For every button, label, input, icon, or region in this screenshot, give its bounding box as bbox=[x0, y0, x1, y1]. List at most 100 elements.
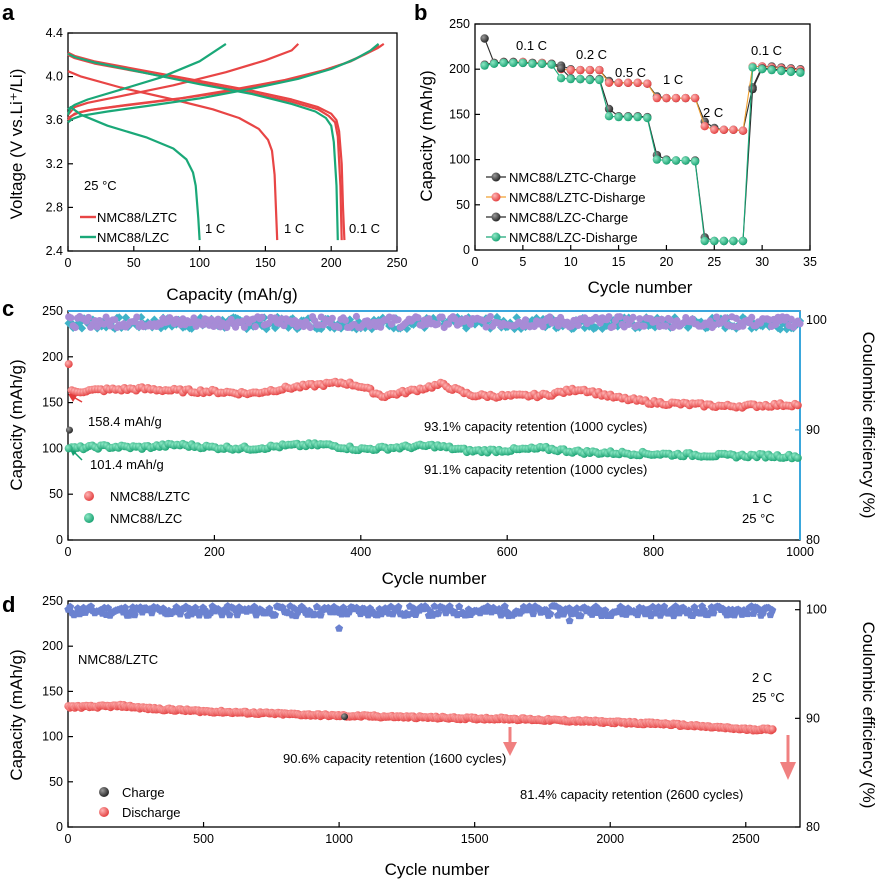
panel-d-capacity-point bbox=[768, 725, 777, 734]
panel-c-ce-lztc-point bbox=[546, 313, 554, 321]
panel-b-point bbox=[633, 112, 642, 122]
panel-b-point bbox=[738, 126, 748, 135]
panel-c-xtick-label: 0 bbox=[65, 545, 72, 559]
panel-b-point bbox=[614, 78, 623, 88]
panel-c-ce-lztc-point bbox=[67, 314, 75, 322]
panel-c-ce-lztc-point bbox=[605, 313, 613, 321]
panel-b-point bbox=[480, 34, 489, 43]
panel-b-point bbox=[595, 65, 604, 75]
panel-d-ytick-label: 150 bbox=[42, 684, 63, 698]
panel-c-ce-lztc-point bbox=[133, 313, 141, 321]
panel-d-ce-point bbox=[743, 609, 752, 618]
panel-c-ce-lztc-point bbox=[629, 313, 637, 321]
panel-b-point bbox=[786, 67, 796, 77]
panel-c-capacity-point-lzc bbox=[793, 453, 802, 462]
panel-a-xtick-label: 200 bbox=[321, 256, 342, 270]
panel-b-xtick-label: 30 bbox=[755, 255, 769, 269]
panel-d-ytick-label: 100 bbox=[42, 730, 63, 744]
panel-c-ce-lztc-point bbox=[335, 323, 343, 331]
panel-d-plot: 0 500 1000 1500 2000 2500 0 50 100 150 200 250 80 90 1… bbox=[42, 594, 827, 846]
panel-b-frame bbox=[474, 23, 811, 251]
panel-d-ce-point bbox=[656, 611, 665, 619]
panel-c-ce-lztc-point bbox=[482, 323, 490, 331]
panel-b-xtick-label: 15 bbox=[612, 255, 626, 269]
panel-d-xtick-label: 500 bbox=[193, 832, 214, 846]
panel-b-point bbox=[662, 156, 671, 165]
panel-c-xtick-label: 600 bbox=[497, 545, 518, 559]
panel-b-point bbox=[499, 58, 508, 68]
panel-c-ce-lztc-point bbox=[521, 316, 530, 324]
legend-b-2-marker bbox=[491, 212, 501, 222]
panel-b-ytick-label: 100 bbox=[449, 153, 470, 167]
panel-a-ylabel: Voltage (V vs.Li⁺/Li) bbox=[7, 69, 26, 220]
panel-b-point bbox=[566, 74, 575, 84]
panel-d-ce-point bbox=[271, 610, 280, 619]
panel-b-point bbox=[681, 156, 690, 165]
temperature-condition-d: 25 °C bbox=[752, 690, 785, 705]
panel-d-ytick-label: 250 bbox=[42, 594, 63, 608]
panel-b-point bbox=[604, 112, 614, 121]
panel-b-line-3 bbox=[484, 62, 801, 242]
panel-a-ytick-label: 2.4 bbox=[46, 244, 63, 258]
panel-c-ytick-label: 0 bbox=[56, 533, 63, 547]
panel-b-point bbox=[528, 59, 537, 68]
panel-d-ce-point bbox=[455, 602, 464, 610]
panel-c-ce-lztc-point bbox=[609, 322, 617, 331]
panel-a-curve-8 bbox=[67, 42, 227, 111]
panel-c-ce-lztc-point bbox=[111, 316, 119, 324]
panel-b-point bbox=[604, 78, 614, 88]
initial-capacity-lzc: 101.4 mAh/g bbox=[90, 457, 164, 472]
panel-c-ce-lztc-point bbox=[328, 314, 336, 322]
panel-b-point bbox=[777, 66, 786, 76]
panel-b-point bbox=[729, 125, 738, 134]
panel-c-ce-lztc-point bbox=[796, 320, 804, 328]
panel-c-y2tick-label: 100 bbox=[806, 313, 827, 327]
panel-a-xtick-label: 100 bbox=[189, 256, 210, 270]
arrowhead-1600 bbox=[503, 742, 517, 756]
panel-c-ce-lztc-point bbox=[438, 313, 446, 321]
panel-b-xtick-label: 10 bbox=[564, 255, 578, 269]
panel-b-ytick-label: 0 bbox=[463, 243, 470, 257]
panel-c-ce-lztc-point bbox=[666, 316, 675, 324]
panel-d-ce-point bbox=[660, 602, 669, 610]
panel-d-xlabel: Cycle number bbox=[385, 860, 490, 879]
panel-d-ytick-label: 200 bbox=[42, 639, 63, 653]
panel-b-point bbox=[509, 58, 518, 68]
panel-b-xtick-label: 25 bbox=[707, 255, 721, 269]
panel-a-frame bbox=[67, 32, 398, 252]
retention-2600: 81.4% capacity retention (2600 cycles) bbox=[520, 787, 743, 802]
panel-d-xtick-label: 1000 bbox=[325, 832, 353, 846]
panel-b-ytick-label: 50 bbox=[456, 198, 470, 212]
panel-a-curve-6 bbox=[67, 43, 380, 124]
initial-capacity-lztc: 158.4 mAh/g bbox=[88, 414, 162, 429]
panel-a-xlabel: Capacity (mAh/g) bbox=[166, 285, 297, 304]
legend-b-1-marker bbox=[491, 192, 501, 202]
panel-d-ce-outlier bbox=[335, 624, 344, 632]
panel-a-curve-4 bbox=[67, 43, 300, 116]
panel-c-ytick-label: 100 bbox=[42, 441, 63, 455]
panel-b-point bbox=[719, 236, 729, 246]
panel-b-point bbox=[556, 74, 566, 83]
annotation-01c: 0.1 C bbox=[349, 221, 380, 236]
panel-c-ce-lztc-point bbox=[445, 320, 453, 328]
legend-a-lzc: NMC88/LZC bbox=[97, 230, 169, 245]
legend-c-lztc: NMC88/LZTC bbox=[110, 489, 190, 504]
panel-c-ce-lztc-point bbox=[258, 313, 266, 321]
panel-c-ce-lztc-point bbox=[721, 314, 729, 322]
panel-c-ce-lztc-point bbox=[787, 315, 795, 323]
panel-b-point bbox=[748, 84, 757, 94]
panel-d-ce-point bbox=[73, 604, 82, 612]
panel-b-plot: 0 5 10 15 20 25 30 35 0 50 100 150 200 250 bbox=[449, 17, 817, 269]
panel-d-charge-point bbox=[341, 713, 349, 721]
panel-a-curve-5 bbox=[67, 70, 279, 241]
panel-d-xtick-label: 2000 bbox=[596, 832, 624, 846]
panel-a-xtick-label: 150 bbox=[255, 256, 276, 270]
legend-b-2: NMC88/LZC-Charge bbox=[509, 210, 628, 225]
panel-d-label: d bbox=[2, 592, 15, 617]
panel-d-ce-point bbox=[394, 602, 403, 611]
panel-c-xtick-label: 200 bbox=[204, 545, 225, 559]
panel-c-charge-point bbox=[65, 426, 73, 434]
rate-label-4: 2 C bbox=[703, 105, 723, 120]
panel-a-curve-7 bbox=[67, 52, 339, 241]
